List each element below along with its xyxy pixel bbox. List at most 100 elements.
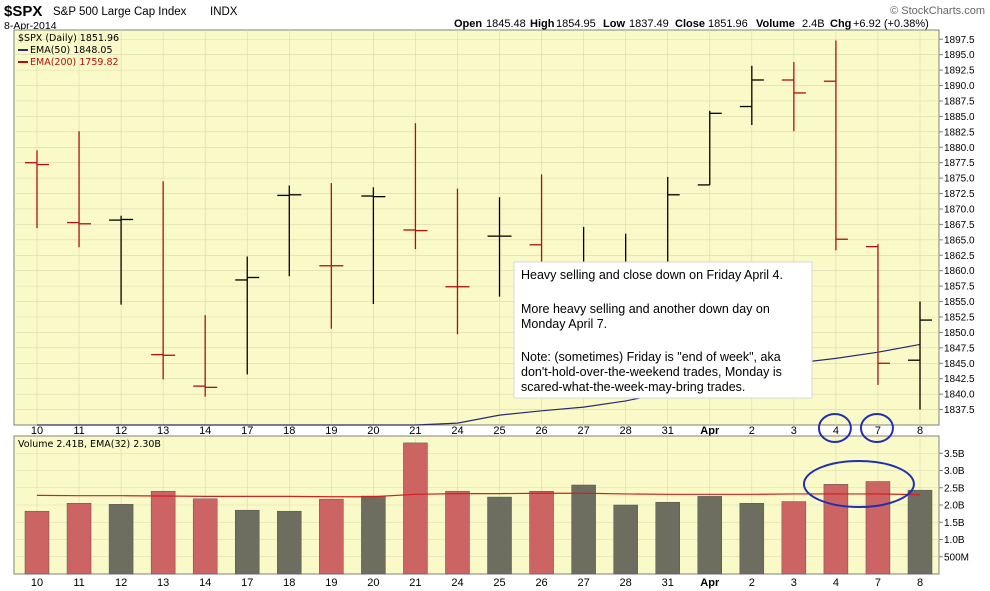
x-tick-label: 26: [535, 425, 547, 437]
volume-bar: [823, 484, 849, 575]
volume-bar: [613, 504, 638, 575]
volume-bar: [108, 504, 134, 575]
volume-tick-label: 3.5B: [944, 449, 965, 460]
volume-bar: [487, 496, 512, 575]
x-tick-label: 8: [917, 577, 923, 589]
ohlc-bar: [25, 150, 49, 229]
x-tick-label: 24: [451, 577, 463, 589]
annotation-line-6: scared-what-the-week-may-bring trades.: [521, 380, 745, 394]
legend-price: $SPX (Daily) 1851.96: [18, 33, 119, 44]
chart-date: 8-Apr-2014: [4, 20, 57, 32]
price-tick-label: 1837.5: [944, 405, 975, 416]
low-label: Low: [603, 18, 625, 30]
x-tick-label: 28: [620, 577, 632, 589]
x-tick-label: 14: [199, 425, 211, 437]
ohlc-bar: [865, 244, 890, 385]
volume-bar: [865, 481, 891, 575]
x-tick-label: 10: [31, 425, 43, 437]
x-tick-label: 12: [115, 577, 127, 589]
chg-value: +6.92 (+0.38%): [853, 18, 929, 30]
x-tick-label: 4: [833, 577, 839, 589]
highlight-circle-volume: [802, 460, 915, 508]
x-tick-label: 31: [662, 577, 674, 589]
volume-bar: [361, 495, 386, 575]
x-tick-label: 18: [283, 577, 295, 589]
price-tick-label: 1882.5: [944, 127, 975, 138]
price-tick-label: 1857.5: [944, 282, 975, 293]
chg-label: Chg: [830, 18, 851, 30]
price-tick-label: 1872.5: [944, 189, 975, 200]
volume-tick-label: 1.5B: [944, 518, 965, 529]
price-tick-label: 1867.5: [944, 220, 975, 231]
close-label: Close: [675, 18, 705, 30]
volume-bar: [150, 490, 176, 575]
x-tick-label: 12: [115, 425, 127, 437]
ohlc-bar: [193, 315, 218, 397]
x-tick-label: 25: [493, 577, 505, 589]
ohlc-bar: [487, 197, 512, 297]
volume-tick-label: 2.0B: [944, 501, 965, 512]
x-tick-label: 3: [791, 425, 797, 437]
x-tick-label: Apr: [700, 425, 720, 437]
price-tick-label: 1877.5: [944, 158, 975, 169]
price-tick-label: 1865.0: [944, 235, 975, 246]
legend-volume: Volume 2.41B, EMA(32) 2.30B: [18, 439, 161, 450]
symbol-title: $SPX: [4, 3, 42, 20]
volume-bar: [24, 510, 50, 575]
x-tick-label: 26: [535, 577, 547, 589]
x-tick-label: 17: [241, 577, 253, 589]
ohlc-bar: [235, 256, 260, 375]
x-tick-label: 24: [451, 425, 463, 437]
price-tick-label: 1862.5: [944, 251, 975, 262]
highlight-circle-day-7: [859, 413, 894, 443]
volume-bar: [445, 490, 470, 575]
price-tick-label: 1892.5: [944, 66, 975, 77]
price-tick-label: 1840.0: [944, 390, 975, 401]
volume-ema-line: [36, 492, 921, 498]
volume-bar: [739, 503, 765, 575]
x-tick-label: 11: [73, 577, 84, 589]
volume-bar: [781, 501, 807, 575]
highlight-circle-day-4: [817, 413, 852, 443]
annotation-line-4: Note: (sometimes) Friday is "end of week…: [521, 350, 781, 364]
ohlc-bar: [277, 185, 302, 277]
volume-label: Volume: [756, 18, 795, 30]
x-tick-label: 18: [283, 425, 295, 437]
index-name: S&P 500 Large Cap Index: [53, 6, 187, 18]
x-tick-label: 19: [325, 577, 337, 589]
volume-value: 2.4B: [802, 18, 825, 30]
annotation-line-2: More heavy selling and another down day …: [521, 302, 770, 316]
x-tick-label: 31: [662, 425, 674, 437]
x-tick-label: 10: [31, 577, 43, 589]
volume-bar: [655, 501, 680, 575]
x-tick-label: 27: [577, 425, 589, 437]
x-tick-label: 3: [791, 577, 797, 589]
close-value: 1851.96: [708, 18, 748, 30]
annotation-line-3: Monday April 7.: [521, 317, 607, 331]
x-tick-label: 11: [73, 425, 84, 437]
open-value: 1845.48: [486, 18, 526, 30]
price-tick-label: 1885.0: [944, 112, 975, 123]
ohlc-bar: [403, 123, 428, 250]
legend-ema50: EMA(50) 1848.05: [30, 45, 113, 56]
x-tick-label: 21: [409, 577, 421, 589]
exchange-label: INDX: [210, 6, 238, 18]
watermark: © StockCharts.com: [890, 5, 985, 17]
volume-bar: [907, 489, 933, 575]
x-tick-label: 8: [917, 425, 923, 437]
x-tick-label: 7: [875, 577, 881, 589]
ohlc-bar: [361, 187, 386, 305]
x-tick-label: 25: [493, 425, 505, 437]
x-tick-label: 7: [875, 425, 881, 437]
annotation-line-5: don't-hold-over-the-weekend trades, Mond…: [521, 365, 782, 379]
x-tick-label: 13: [157, 425, 169, 437]
volume-bar: [192, 498, 218, 575]
x-tick-label: 2: [749, 425, 755, 437]
x-tick-label: 27: [577, 577, 589, 589]
ohlc-bar: [781, 62, 806, 132]
x-tick-label: 21: [409, 425, 421, 437]
volume-tick-label: 1.0B: [944, 535, 965, 546]
price-tick-label: 1860.0: [944, 266, 975, 277]
legend-ema200: EMA(200) 1759.82: [30, 57, 119, 68]
